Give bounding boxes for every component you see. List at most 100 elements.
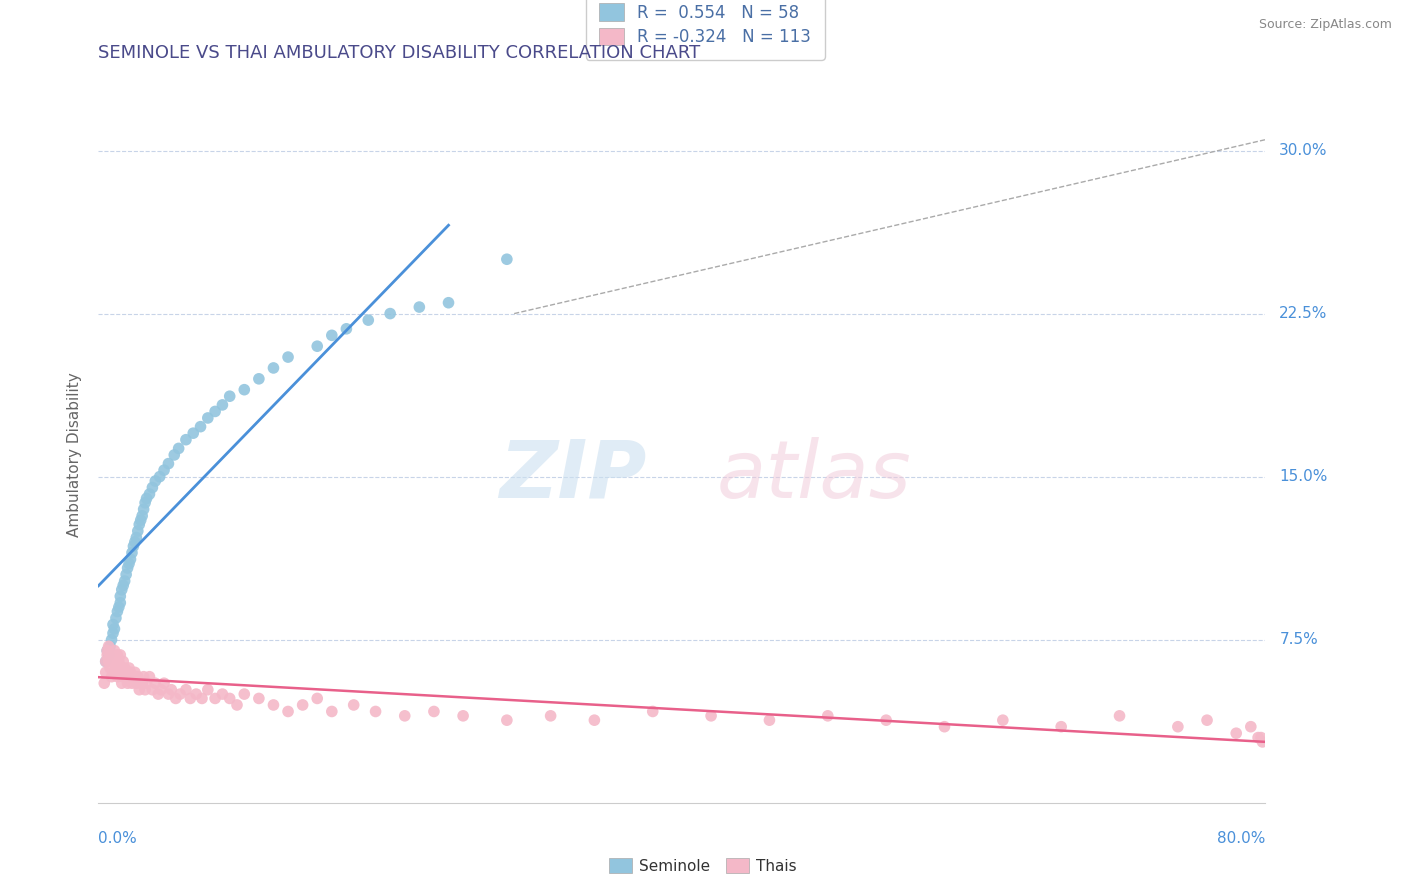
Point (157, 457, 180, 471)
Point (700, 708, 723, 723)
Point (169, 687, 191, 701)
Point (394, 708, 416, 723)
Point (211, 687, 233, 701)
Point (408, 300, 430, 314)
Point (110, 589, 132, 603)
Point (111, 665, 134, 680)
Point (135, 491, 157, 506)
Point (277, 350, 299, 364)
Text: 0.0%: 0.0% (98, 830, 138, 846)
Point (343, 698, 366, 712)
Point (1251, 735, 1274, 749)
Point (160, 682, 183, 697)
Text: 30.0%: 30.0% (1279, 143, 1327, 158)
Point (132, 502, 155, 516)
Point (226, 698, 249, 712)
Point (307, 339, 329, 353)
Point (138, 670, 160, 684)
Point (103, 622, 125, 636)
Point (233, 383, 256, 397)
Point (131, 508, 153, 523)
Point (233, 687, 256, 701)
Point (190, 419, 212, 434)
Text: 22.5%: 22.5% (1279, 306, 1327, 321)
Point (204, 691, 226, 706)
Point (1167, 720, 1189, 734)
Point (94, 655, 117, 669)
Point (1240, 720, 1263, 734)
Point (128, 517, 150, 532)
Point (174, 682, 197, 697)
Point (132, 670, 155, 684)
Point (211, 398, 233, 412)
Point (112, 670, 135, 684)
Point (186, 687, 208, 701)
Point (94, 655, 117, 669)
Point (101, 617, 124, 632)
Text: ZIP: ZIP (499, 437, 647, 515)
Point (163, 448, 186, 462)
Point (247, 691, 270, 706)
Point (149, 469, 172, 483)
Point (540, 708, 562, 723)
Text: Source: ZipAtlas.com: Source: ZipAtlas.com (1258, 18, 1392, 31)
Point (143, 676, 166, 690)
Point (138, 487, 160, 501)
Legend: Seminole, Thais: Seminole, Thais (603, 852, 803, 880)
Point (114, 661, 136, 675)
Point (1195, 713, 1218, 727)
Point (218, 389, 240, 403)
Point (93, 676, 115, 690)
Point (357, 313, 380, 327)
Point (141, 481, 163, 495)
Point (127, 524, 149, 538)
Text: 80.0%: 80.0% (1218, 830, 1265, 846)
Point (96, 643, 118, 657)
Point (437, 295, 460, 310)
Point (157, 687, 180, 701)
Point (307, 691, 329, 706)
Point (118, 557, 141, 571)
Point (262, 698, 284, 712)
Point (197, 411, 219, 425)
Point (134, 682, 156, 697)
Legend: R =  0.554   N = 58, R = -0.324   N = 113: R = 0.554 N = 58, R = -0.324 N = 113 (586, 0, 825, 60)
Point (153, 463, 176, 477)
Point (111, 676, 134, 690)
Point (108, 600, 131, 615)
Point (120, 665, 142, 680)
Point (120, 552, 142, 566)
Point (583, 713, 606, 727)
Point (128, 682, 150, 697)
Text: 7.5%: 7.5% (1279, 632, 1317, 648)
Text: atlas: atlas (717, 437, 911, 515)
Point (103, 643, 125, 657)
Point (101, 655, 124, 669)
Point (496, 252, 519, 267)
Point (96, 643, 118, 657)
Point (174, 433, 197, 447)
Point (204, 404, 226, 418)
Text: SEMINOLE VS THAI AMBULATORY DISABILITY CORRELATION CHART: SEMINOLE VS THAI AMBULATORY DISABILITY C… (98, 45, 700, 62)
Point (291, 698, 314, 712)
Point (104, 611, 127, 625)
Y-axis label: Ambulatory Disability: Ambulatory Disability (67, 373, 83, 537)
Point (115, 567, 138, 582)
Point (191, 691, 214, 706)
Point (141, 682, 163, 697)
Point (117, 676, 139, 690)
Point (131, 676, 153, 690)
Point (218, 691, 240, 706)
Point (380, 307, 402, 321)
Point (117, 561, 139, 575)
Point (97, 648, 120, 662)
Point (1050, 720, 1073, 734)
Point (335, 322, 357, 336)
Point (277, 705, 299, 719)
Point (121, 546, 143, 560)
Point (96, 648, 118, 662)
Point (97, 655, 120, 669)
Point (127, 670, 149, 684)
Point (101, 665, 124, 680)
Point (1225, 726, 1247, 740)
